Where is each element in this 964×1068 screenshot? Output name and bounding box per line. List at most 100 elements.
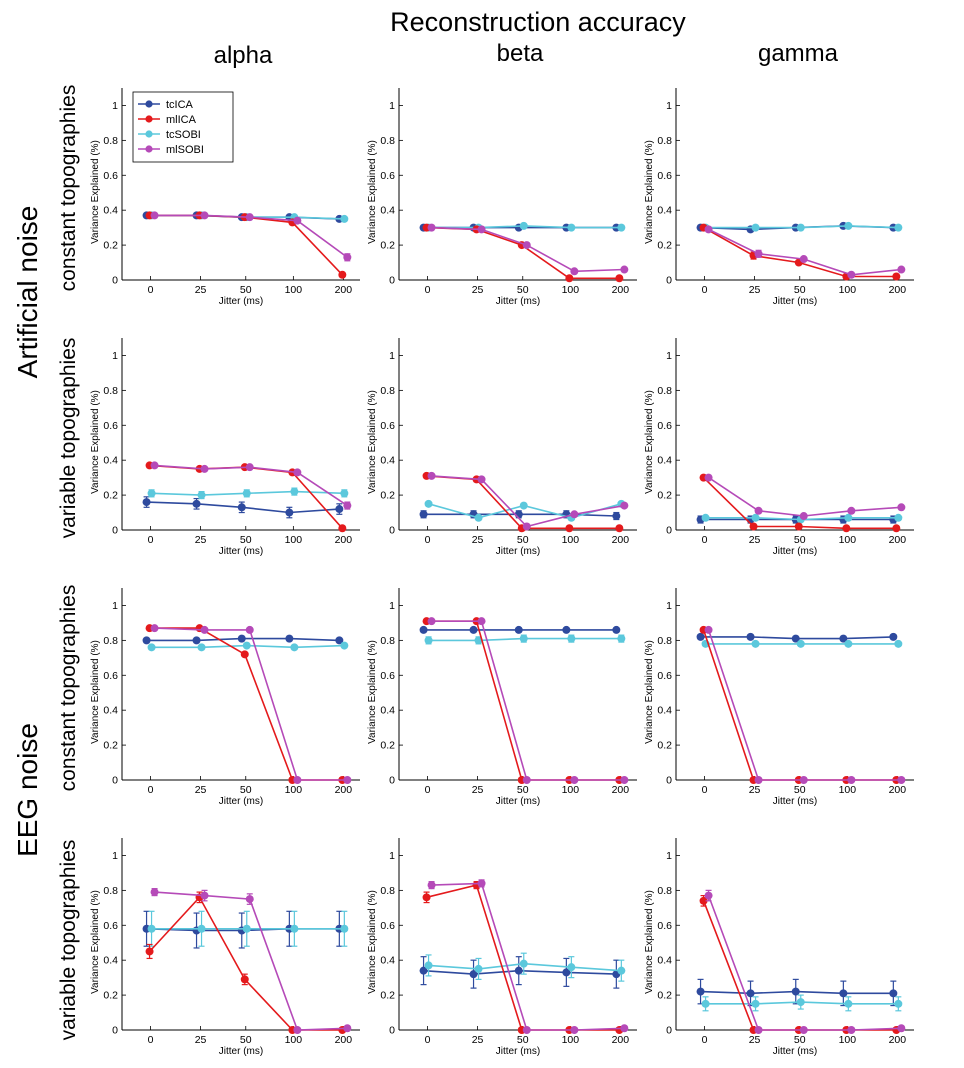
data-point-mlsobi xyxy=(427,881,436,890)
x-tick-label: 200 xyxy=(889,784,907,796)
data-point-tcica xyxy=(335,505,344,514)
x-tick-label: 100 xyxy=(562,534,580,546)
y-tick-label: 1 xyxy=(389,850,395,862)
y-axis-label: Variance Explained (%) xyxy=(644,640,655,744)
y-tick-label: 0 xyxy=(389,275,395,287)
data-point-mlsobi xyxy=(427,223,436,232)
data-point-mlsobi xyxy=(343,1024,352,1033)
x-tick-label: 100 xyxy=(839,784,857,796)
y-tick-label: 0 xyxy=(666,775,672,787)
data-point-mlica xyxy=(699,896,708,905)
y-tick-label: 0.2 xyxy=(103,990,118,1002)
x-tick-label: 200 xyxy=(335,284,353,296)
y-axis-label: Variance Explained (%) xyxy=(90,640,101,744)
x-tick-label: 200 xyxy=(889,284,907,296)
x-tick-label: 100 xyxy=(562,784,580,796)
data-point-tcsobi xyxy=(474,513,483,522)
data-point-tcsobi xyxy=(617,966,626,975)
y-tick-label: 0.6 xyxy=(657,670,672,682)
data-point-tcsobi xyxy=(751,513,760,522)
series-line-mlica xyxy=(426,620,620,781)
data-point-mlsobi xyxy=(754,249,763,258)
x-tick-label: 100 xyxy=(839,1034,857,1046)
y-tick-label: 0.6 xyxy=(380,920,395,932)
x-tick-label: 50 xyxy=(794,784,806,796)
data-point-tcsobi xyxy=(290,487,299,496)
legend-marker-mlica xyxy=(145,115,153,123)
x-tick-label: 100 xyxy=(839,284,857,296)
legend-label-tcsobi: tcSOBI xyxy=(166,129,201,141)
y-tick-label: 1 xyxy=(666,850,672,862)
y-tick-label: 0 xyxy=(112,775,118,787)
y-tick-label: 0.4 xyxy=(103,705,118,717)
data-point-mlsobi xyxy=(245,625,254,634)
data-point-tcsobi xyxy=(894,223,903,232)
data-point-tcica xyxy=(237,634,246,643)
data-point-tcica xyxy=(192,499,201,508)
data-point-tcica xyxy=(791,987,800,996)
data-point-tcsobi xyxy=(340,489,349,498)
y-tick-label: 1 xyxy=(112,350,118,362)
y-tick-label: 0 xyxy=(389,1025,395,1037)
x-tick-label: 100 xyxy=(839,534,857,546)
data-point-tcica xyxy=(612,512,621,521)
panel-r2c2: 0 0.2 0.4 0.6 0.8 1 0 25 50 100 200 Jitter (ms) Vari… xyxy=(644,588,914,807)
y-tick-label: 0.6 xyxy=(380,670,395,682)
data-point-tcica xyxy=(192,636,201,645)
y-tick-label: 1 xyxy=(112,850,118,862)
y-tick-label: 0.8 xyxy=(103,385,118,397)
x-tick-label: 50 xyxy=(240,284,252,296)
data-point-tcsobi xyxy=(844,639,853,648)
data-point-tcsobi xyxy=(519,959,528,968)
data-point-mlsobi xyxy=(704,473,713,482)
data-point-tcsobi xyxy=(617,223,626,232)
x-tick-label: 200 xyxy=(612,784,630,796)
panel-r3c1: 0 0.2 0.4 0.6 0.8 1 0 25 50 100 200 Jitter (ms) Vari… xyxy=(367,838,637,1057)
data-point-tcsobi xyxy=(474,636,483,645)
y-tick-label: 1 xyxy=(112,600,118,612)
data-point-mlsobi xyxy=(754,1026,763,1034)
data-point-tcica xyxy=(514,966,523,975)
data-point-tcsobi xyxy=(147,489,156,498)
x-tick-label: 50 xyxy=(517,1034,529,1046)
x-tick-label: 50 xyxy=(517,284,529,296)
data-point-mlsobi xyxy=(427,617,436,626)
series-line-mlsobi xyxy=(431,475,625,528)
data-point-tcsobi xyxy=(242,924,251,933)
y-tick-label: 0.6 xyxy=(380,420,395,432)
x-tick-label: 0 xyxy=(702,784,708,796)
data-point-tcica xyxy=(791,634,800,643)
data-point-mlsobi xyxy=(570,1026,579,1034)
data-point-mlica xyxy=(615,274,624,283)
data-point-mlsobi xyxy=(847,1026,856,1034)
data-point-tcsobi xyxy=(844,999,853,1008)
x-tick-label: 0 xyxy=(702,534,708,546)
panel-r1c2: 0 0.2 0.4 0.6 0.8 1 0 25 50 100 200 Jitter (ms) Vari… xyxy=(644,338,914,557)
y-tick-label: 0 xyxy=(666,525,672,537)
data-point-mlsobi xyxy=(799,255,808,264)
data-point-tcsobi xyxy=(567,634,576,643)
data-point-mlsobi xyxy=(293,1026,302,1034)
data-point-tcica xyxy=(889,632,898,641)
data-point-mlica xyxy=(892,272,901,281)
y-axis-label: Variance Explained (%) xyxy=(90,140,101,244)
data-point-tcsobi xyxy=(519,501,528,510)
y-tick-label: 0.2 xyxy=(380,990,395,1002)
data-point-tcsobi xyxy=(567,963,576,972)
data-point-mlsobi xyxy=(150,888,159,897)
y-tick-label: 0.8 xyxy=(103,885,118,897)
x-tick-label: 25 xyxy=(195,534,207,546)
data-point-tcica xyxy=(285,634,294,643)
series-line-mlica xyxy=(426,884,620,1031)
data-point-mlica xyxy=(240,650,249,659)
x-axis-label: Jitter (ms) xyxy=(219,546,263,557)
data-point-mlsobi xyxy=(897,265,906,274)
x-tick-label: 50 xyxy=(517,534,529,546)
y-tick-label: 0.8 xyxy=(657,885,672,897)
column-title-beta: beta xyxy=(497,40,544,67)
panel-r1c1: 0 0.2 0.4 0.6 0.8 1 0 25 50 100 200 Jitter (ms) Vari… xyxy=(367,338,637,557)
data-point-mlsobi xyxy=(200,625,209,634)
data-point-tcica xyxy=(562,625,571,634)
y-tick-label: 1 xyxy=(666,600,672,612)
data-point-tcica xyxy=(142,636,151,645)
